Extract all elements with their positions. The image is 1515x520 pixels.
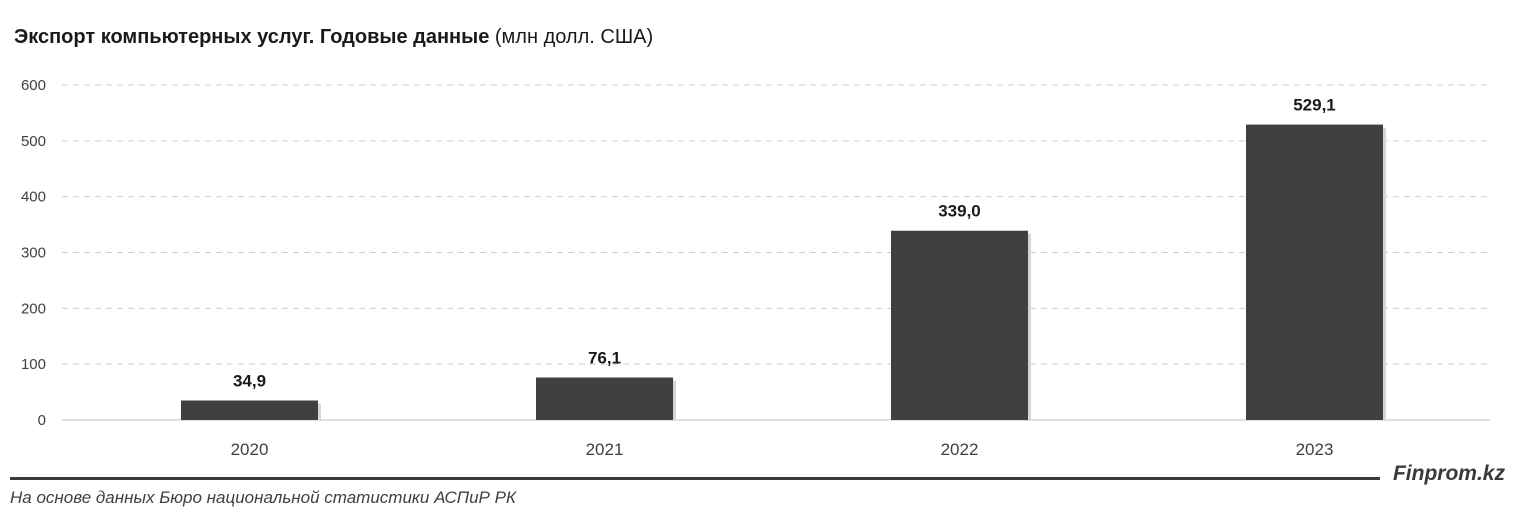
x-tick-label: 2020 xyxy=(231,440,269,459)
y-tick-label: 300 xyxy=(21,245,46,262)
y-tick-label: 500 xyxy=(21,133,46,150)
data-label: 76,1 xyxy=(588,349,621,368)
y-tick-label: 100 xyxy=(21,356,46,373)
chart-title: Экспорт компьютерных услуг. Годовые данн… xyxy=(14,26,653,49)
chart-title-text: Экспорт компьютерных услуг. Годовые данн… xyxy=(14,26,490,48)
data-label: 34,9 xyxy=(233,372,266,391)
chart-unit: (млн долл. США) xyxy=(494,26,654,48)
bar xyxy=(891,230,1028,420)
x-tick-label: 2021 xyxy=(586,440,624,459)
source-note: На основе данных Бюро национальной стати… xyxy=(10,488,516,507)
data-label: 529,1 xyxy=(1293,96,1336,115)
x-tick-label: 2023 xyxy=(1296,440,1334,459)
bar xyxy=(1246,124,1383,421)
x-tick-label: 2022 xyxy=(941,440,979,459)
bar xyxy=(536,377,673,420)
footer-divider xyxy=(10,477,1380,480)
bar-chart: 0 100 200 300 400 500 600 34,9 2020 76,1 2021 339,0… xyxy=(21,77,1490,459)
y-tick-label: 600 xyxy=(21,77,46,94)
bar xyxy=(181,400,318,420)
brand-label: Finprom.kz xyxy=(1392,462,1505,485)
y-tick-label: 200 xyxy=(21,300,46,317)
y-tick-label: 0 xyxy=(38,412,46,429)
y-tick-label: 400 xyxy=(21,189,46,206)
data-label: 339,0 xyxy=(938,202,981,221)
